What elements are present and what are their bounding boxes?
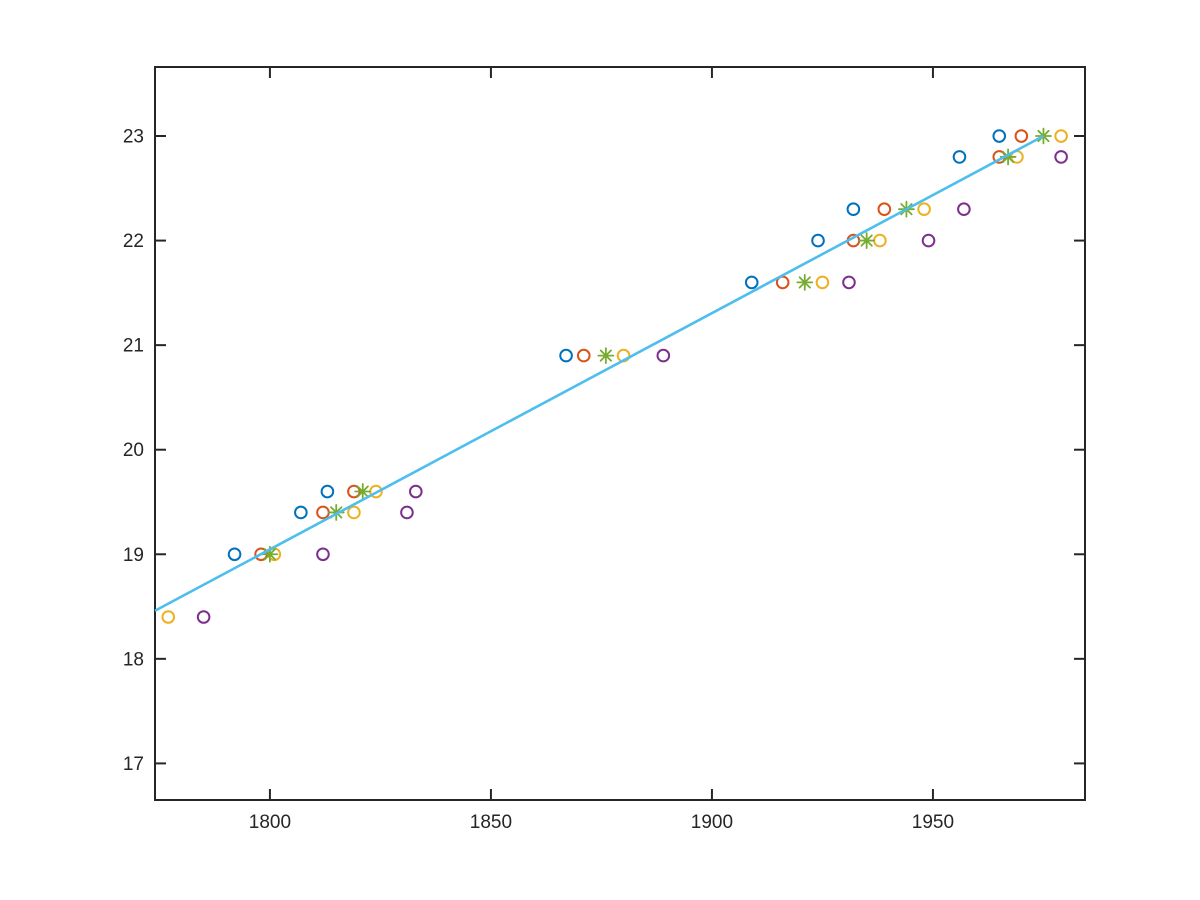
series-purple-circles-point (842, 275, 856, 290)
series-yellow-circles-point (161, 610, 176, 624)
axes-box (154, 66, 1086, 801)
series-green-asterisks-point (999, 148, 1017, 166)
series-purple-circles-point (400, 505, 414, 520)
series-orange-circles-point (877, 202, 892, 217)
series-blue-circles-point (992, 129, 1007, 143)
series-orange-circles-point (576, 348, 591, 363)
x-tick-label: 1800 (249, 812, 291, 833)
y-tick-label: 23 (123, 127, 144, 148)
series-yellow-circles-point (873, 233, 887, 248)
series-purple-circles-point (921, 233, 936, 248)
series-purple-circles-point (1054, 150, 1068, 164)
series-green-asterisks-point (858, 232, 876, 249)
series-yellow-circles-point (815, 275, 830, 290)
series-blue-circles-point (744, 275, 759, 290)
series-blue-circles-point (811, 233, 825, 248)
series-purple-circles-point (408, 484, 423, 499)
series-purple-circles-point (957, 202, 971, 217)
series-yellow-circles-point (1054, 129, 1068, 143)
series-blue-circles-point (294, 505, 308, 520)
series-blue-circles-point (846, 202, 861, 217)
x-tick-label: 1850 (470, 812, 512, 833)
series-green-asterisks-point (261, 545, 279, 563)
series-blue-circles-point (227, 547, 242, 562)
trend-line (154, 134, 1045, 612)
y-tick-label: 22 (123, 231, 144, 252)
y-tick-label: 21 (123, 336, 144, 357)
series-blue-circles-point (559, 348, 573, 363)
series-green-asterisks-point (796, 274, 814, 291)
series-blue-circles-point (952, 150, 967, 164)
y-tick-label: 19 (123, 545, 144, 566)
series-blue-circles-point (320, 484, 335, 499)
series-orange-circles-point (316, 505, 330, 520)
x-tick-label: 1950 (912, 812, 954, 833)
series-yellow-circles-point (917, 202, 931, 217)
series-green-asterisks-point (597, 347, 615, 364)
y-tick-label: 20 (123, 440, 144, 461)
series-orange-circles-point (1014, 129, 1029, 143)
series-purple-circles-point (656, 348, 671, 363)
series-purple-circles-point (196, 610, 211, 624)
y-tick-label: 18 (123, 649, 144, 670)
series-green-asterisks-point (354, 483, 372, 500)
series-yellow-circles-point (347, 505, 361, 520)
x-tick-label: 1900 (691, 812, 733, 833)
y-tick-label: 17 (123, 754, 144, 775)
series-purple-circles-point (316, 547, 330, 562)
